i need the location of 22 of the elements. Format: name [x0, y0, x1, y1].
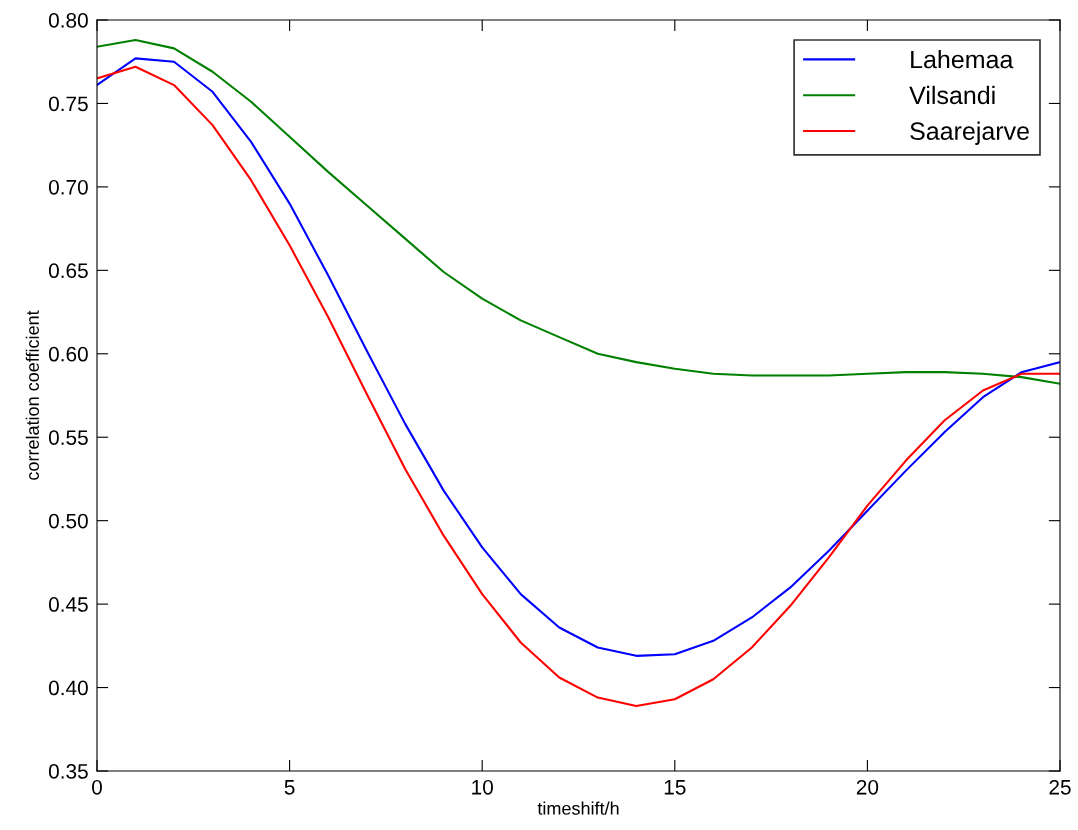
x-tick-label: 15 [664, 780, 686, 795]
x-tick-label: 5 [284, 780, 295, 795]
legend-label: Vilsandi [909, 85, 995, 105]
x-tick-label: 25 [1049, 779, 1071, 795]
y-tick-label: 0.60 [48, 346, 88, 362]
y-tick-label: 0.50 [48, 513, 88, 529]
y-tick-label: 0.75 [48, 96, 88, 112]
y-tick-label: 0.35 [48, 764, 88, 779]
x-tick-label: 20 [856, 779, 879, 795]
legend-label: Saarejarve [910, 121, 1029, 145]
y-tick-label: 0.70 [48, 179, 88, 195]
y-tick-label: 0.80 [48, 13, 88, 28]
y-axis-title: correlation coefficient [25, 310, 39, 480]
x-axis-title: timeshift/h [537, 801, 619, 815]
x-tick-label: 0 [92, 779, 102, 795]
y-tick-label: 0.55 [48, 430, 88, 445]
legend-label: Lahemaa [911, 50, 1014, 69]
x-tick-label: 10 [472, 779, 493, 795]
line-series [97, 38, 1060, 385]
y-tick-label: 0.40 [48, 680, 88, 696]
y-tick-label: 0.45 [48, 597, 88, 612]
y-tick-label: 0.65 [48, 263, 88, 279]
